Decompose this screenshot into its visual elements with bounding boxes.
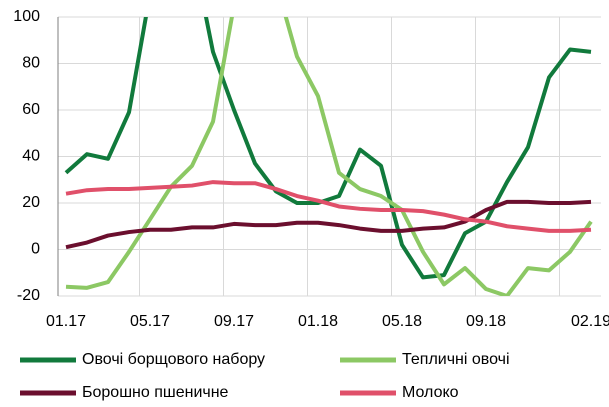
x-tick-label: 09.17 [214, 313, 254, 330]
x-tick-label: 02.19 [571, 313, 609, 330]
y-tick-label: -20 [17, 287, 40, 304]
labels: -20 0 20 40 60 80 100 01.17 05.17 09.17 01.18 05.18… [13, 8, 609, 401]
x-tick-label: 09.18 [466, 313, 506, 330]
y-tick-label: 60 [22, 101, 40, 118]
x-tick-label: 01.18 [298, 313, 338, 330]
legend-label: Овочі борщового набору [82, 351, 265, 368]
x-tick-label: 01.17 [46, 313, 86, 330]
y-tick-label: 80 [22, 55, 40, 72]
legend-label: Тепличні овочі [402, 351, 510, 368]
x-tick-label: 05.18 [382, 313, 422, 330]
x-tick-label: 05.17 [130, 313, 170, 330]
legend-label: Борошно пшеничне [82, 384, 229, 401]
y-tick-label: 40 [22, 148, 40, 165]
series-line [65, 180, 592, 233]
legend-label: Молоко [402, 384, 459, 401]
series-line [64, 17, 592, 280]
series-line [65, 199, 592, 250]
y-tick-label: 20 [22, 194, 40, 211]
series-line [65, 17, 593, 296]
grid [57, 16, 601, 297]
plot-area [64, 17, 593, 296]
y-tick-label: 0 [31, 241, 40, 258]
y-tick-label: 100 [13, 8, 40, 25]
